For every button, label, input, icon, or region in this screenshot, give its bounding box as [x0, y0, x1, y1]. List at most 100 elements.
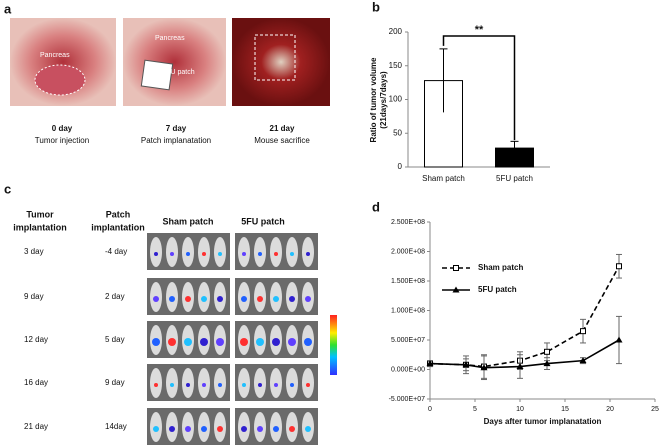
signal	[153, 426, 159, 432]
x-tick-label: 0	[428, 406, 432, 413]
signal	[305, 296, 311, 302]
y-tick-label: 2.500E+08	[391, 219, 425, 226]
marker	[616, 263, 622, 270]
row-label: 16 day	[24, 378, 48, 387]
panel-label: d	[372, 199, 380, 214]
signal	[168, 338, 176, 346]
signal	[273, 426, 279, 432]
photo	[232, 18, 330, 106]
signal	[290, 252, 294, 256]
marker	[544, 348, 550, 355]
row-label: 5 day	[105, 335, 125, 344]
signal	[217, 296, 223, 302]
signal	[288, 338, 296, 346]
signal	[170, 383, 174, 387]
signal	[186, 383, 190, 387]
signal	[306, 252, 310, 256]
row-label: 2 day	[105, 292, 125, 301]
line	[429, 339, 620, 369]
signal	[289, 296, 295, 302]
y-tick-label: 2.000E+08	[391, 248, 425, 255]
y-tick-label: 0.000E+00	[391, 366, 425, 373]
x-tick-label: Sham patch	[422, 174, 465, 183]
patch	[140, 59, 174, 91]
signal	[200, 338, 208, 346]
signal	[242, 252, 246, 256]
legend-label: 5FU patch	[478, 285, 517, 294]
signal	[169, 426, 175, 432]
signal	[185, 426, 191, 432]
header: implantation	[13, 222, 67, 232]
outline	[254, 34, 296, 81]
x-tick-label: 15	[561, 406, 569, 413]
marker	[580, 328, 586, 335]
signal	[257, 296, 263, 302]
signal	[184, 338, 192, 346]
panel-label: a	[4, 1, 12, 16]
signal	[216, 338, 224, 346]
x-tick-label: 5FU patch	[496, 174, 533, 183]
row-label: 12 day	[24, 335, 48, 344]
y-tick-label: 150	[389, 61, 403, 70]
header: Patch	[106, 209, 131, 219]
signal	[169, 296, 175, 302]
signal	[257, 426, 263, 432]
row-label: 9 day	[24, 292, 44, 301]
signal	[258, 252, 262, 256]
signal	[218, 252, 222, 256]
signal	[240, 338, 248, 346]
signal	[306, 383, 310, 387]
caption: Tumor injection	[35, 136, 89, 145]
signal	[304, 338, 312, 346]
y-tick-label: 0	[398, 162, 403, 171]
y-tick-label: 1.500E+08	[391, 278, 425, 285]
marker	[426, 360, 434, 367]
marker	[579, 357, 587, 364]
caption-day: 7 day	[166, 124, 187, 133]
caption-day: 0 day	[52, 124, 73, 133]
signal	[202, 252, 206, 256]
y-tick-label: 200	[389, 27, 403, 36]
signal	[154, 383, 158, 387]
signal	[218, 383, 222, 387]
y-axis-label: Ratio of tumor volume	[369, 57, 378, 142]
y-tick-label: -5.000E+07	[389, 396, 425, 403]
signal	[241, 426, 247, 432]
caption: Patch implanatation	[141, 136, 211, 145]
signal	[202, 383, 206, 387]
row-label: 9 day	[105, 378, 125, 387]
signal	[152, 338, 160, 346]
signal	[242, 383, 246, 387]
caption: Mouse sacrifice	[254, 136, 310, 145]
photo-label: Pancreas	[155, 35, 185, 42]
marker	[516, 363, 524, 370]
signal	[170, 252, 174, 256]
tumor-outline	[34, 64, 86, 96]
row-label: -4 day	[105, 247, 127, 256]
signal	[241, 296, 247, 302]
x-tick-label: 10	[516, 406, 524, 413]
marker	[462, 361, 470, 368]
photo-label: 5-FU patch	[160, 69, 195, 76]
y-tick-label: 1.000E+08	[391, 307, 425, 314]
signal	[153, 296, 159, 302]
signal	[154, 252, 158, 256]
signal	[273, 296, 279, 302]
photo	[123, 18, 226, 106]
signal	[256, 338, 264, 346]
marker	[480, 364, 488, 371]
row-label: 3 day	[24, 247, 44, 256]
y-tick-label: 100	[389, 95, 403, 104]
signal	[272, 338, 280, 346]
x-axis-label: Days after tumor implanatation	[484, 417, 602, 426]
row-label: 14day	[105, 422, 127, 431]
significance-bracket	[442, 35, 516, 141]
header: implantation	[91, 222, 145, 232]
x-tick-label: 5	[473, 406, 477, 413]
y-tick-label: 50	[393, 128, 402, 137]
signal	[274, 383, 278, 387]
x-tick-label: 25	[651, 406, 659, 413]
marker	[453, 265, 459, 271]
signal	[186, 252, 190, 256]
